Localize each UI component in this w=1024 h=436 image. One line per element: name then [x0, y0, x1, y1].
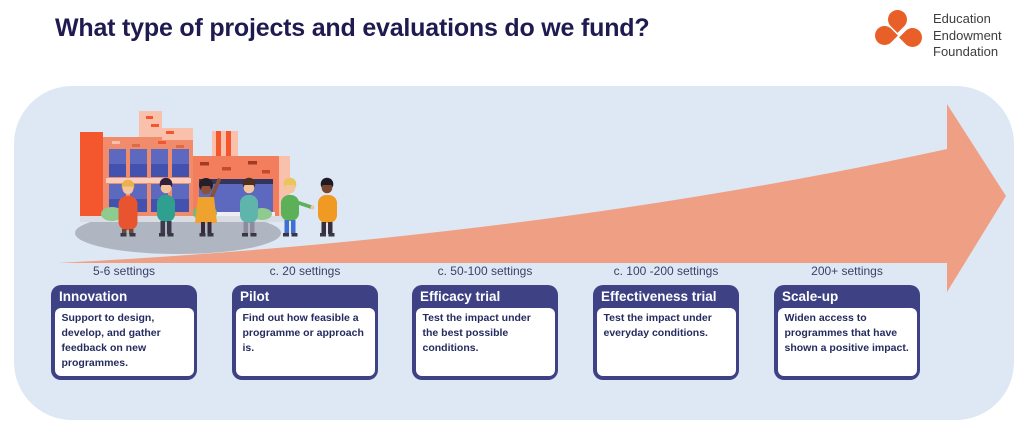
settings-label: c. 100 -200 settings	[613, 264, 719, 278]
stage-card: Scale-up Widen access to programmes that…	[775, 286, 919, 379]
stage-title: Effectiveness trial	[601, 289, 717, 304]
stage-description: Find out how feasible a programme or app…	[235, 308, 375, 376]
stage-scale-up: 200+ settings Scale-up Widen access to p…	[775, 262, 919, 379]
stage-card: Efficacy trial Test the impact under the…	[413, 286, 557, 379]
settings-label: c. 50-100 settings	[437, 264, 533, 278]
stage-title: Pilot	[240, 289, 270, 304]
page-title: What type of projects and evaluations do…	[55, 14, 650, 42]
settings-label: 5-6 settings	[92, 264, 156, 278]
stage-innovation: 5-6 settings Innovation Support to desig…	[52, 262, 196, 379]
stage-efficacy-trial: c. 50-100 settings Efficacy trial Test t…	[413, 262, 557, 379]
logo-line-3: Foundation	[933, 44, 999, 59]
stage-title: Efficacy trial	[420, 289, 501, 304]
petal-right-icon	[899, 24, 926, 51]
stage-description: Widen access to programmes that have sho…	[777, 308, 917, 376]
settings-label: 200+ settings	[811, 264, 883, 278]
stage-card: Pilot Find out how feasible a programme …	[233, 286, 377, 379]
eef-three-petals-icon	[866, 5, 928, 57]
logo-line-1: Education	[933, 11, 991, 26]
stage-card: Effectiveness trial Test the impact unde…	[594, 286, 738, 379]
logo-line-2: Endowment	[933, 27, 1002, 43]
stage-card: Innovation Support to design, develop, a…	[52, 286, 196, 379]
stage-pilot: c. 20 settings Pilot Find out how feasib…	[233, 262, 377, 379]
stage-description: Support to design, develop, and gather f…	[54, 308, 194, 376]
settings-label: c. 20 settings	[269, 264, 341, 278]
stage-title: Innovation	[59, 289, 128, 304]
stage-effectiveness-trial: c. 100 -200 settings Effectiveness trial…	[594, 262, 738, 379]
stage-description: Test the impact under the best possible …	[415, 308, 555, 376]
stage-description: Test the impact under everyday condition…	[596, 308, 736, 376]
stage-title: Scale-up	[782, 289, 839, 304]
eef-logo: Education Endowment Foundation	[866, 5, 1002, 61]
logo-wordmark: Education Endowment Foundation	[933, 11, 1002, 61]
